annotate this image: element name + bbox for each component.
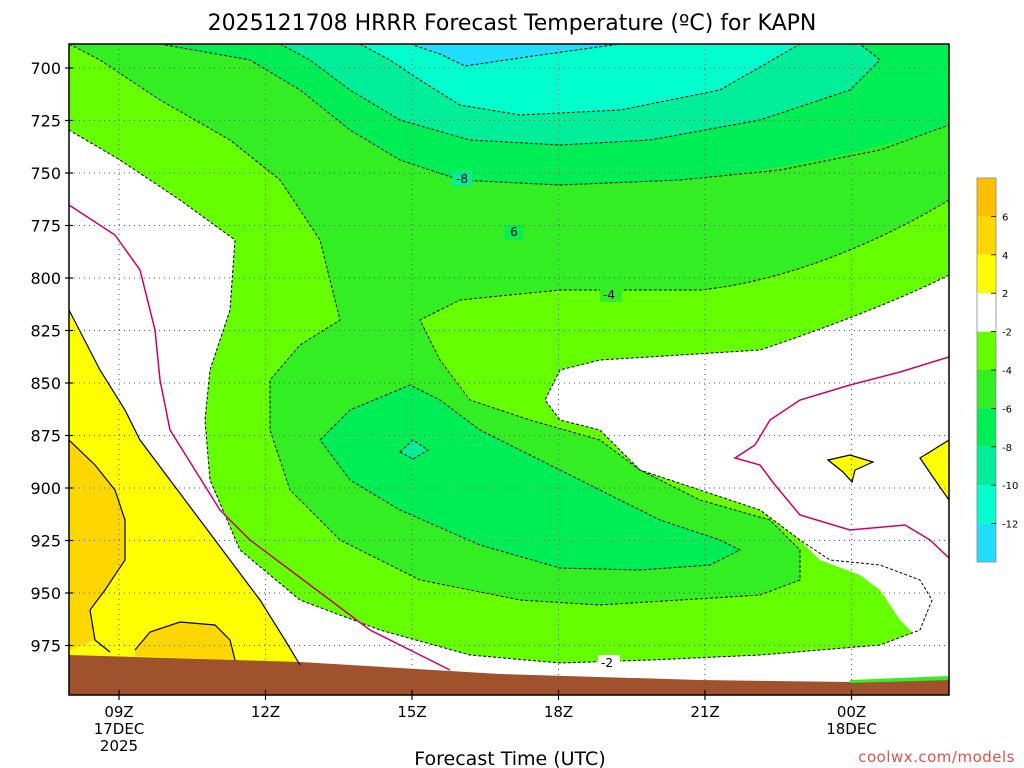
contour-line	[69, 44, 949, 606]
colorbar-swatch	[977, 408, 996, 447]
contour-line	[409, 44, 621, 67]
colorbar: 6 4 2 -2 -4 -6 -8 -10 -12	[976, 177, 1018, 563]
y-tick-label: 825	[30, 322, 61, 341]
contour-line	[359, 44, 801, 116]
y-tick-label: 925	[30, 532, 61, 551]
colorbar-swatch	[977, 293, 996, 332]
y-tick-label: 800	[30, 269, 61, 288]
y-tick-label: 900	[30, 479, 61, 498]
contour-line	[279, 44, 881, 146]
colorbar-label: -8	[1002, 443, 1012, 454]
x-tick-date: 18DEC	[826, 720, 877, 738]
band-0-2-edge	[920, 440, 949, 500]
y-tick-label: 950	[30, 584, 61, 603]
contour-line	[69, 129, 949, 664]
colorbar-label: 4	[1002, 251, 1008, 262]
band-m8-m6-low	[320, 385, 740, 570]
colorbar-label: -10	[1002, 481, 1018, 492]
y-tick-label: 775	[30, 217, 61, 236]
y-tick-label: 725	[30, 112, 61, 131]
contour-line	[69, 309, 301, 666]
contour-labels: -8 6 -4 -2	[452, 171, 622, 670]
band-pocket	[400, 440, 428, 459]
contour-line	[826, 454, 875, 484]
y-tick-label: 975	[30, 637, 61, 656]
band-below-m12	[410, 44, 620, 66]
zero-isotherm	[733, 356, 949, 559]
colorbar-label: -12	[1002, 520, 1018, 531]
colorbar-label: -4	[1002, 366, 1012, 377]
band-2-4	[69, 440, 125, 650]
x-tick-label: 21Z	[690, 703, 719, 721]
colorbar-label: -2	[1002, 328, 1012, 339]
colorbar-swatch	[977, 331, 996, 370]
colorbar-swatch	[977, 485, 996, 524]
x-tick-label: 12Z	[251, 703, 280, 721]
contour-label: -8	[456, 172, 468, 186]
y-tick-label: 850	[30, 374, 61, 393]
band-0-2-right	[828, 455, 873, 482]
colorbar-swatch	[977, 523, 996, 562]
band-2-4-b	[135, 622, 235, 660]
band-0-2	[69, 310, 300, 665]
x-tick-label: 00Z	[837, 703, 866, 721]
contour-line	[919, 439, 949, 501]
colorbar-swatch	[977, 370, 996, 409]
ground	[69, 655, 949, 695]
colorbar-swatch	[977, 254, 996, 294]
x-tick-date: 17DEC	[94, 720, 145, 738]
grid	[69, 44, 949, 695]
contour-line	[399, 439, 429, 460]
contour-line	[69, 439, 126, 653]
band-m6-m4	[69, 44, 949, 605]
contour-label: 6	[510, 225, 518, 239]
y-tick-label: 700	[30, 59, 61, 78]
contour-label: -4	[603, 288, 615, 302]
credit-text: coolwx.com/models	[858, 748, 1015, 766]
x-tick-label: 15Z	[397, 703, 426, 721]
band-white-right	[548, 280, 949, 650]
y-tick-label: 875	[30, 427, 61, 446]
contour-lines	[69, 44, 949, 671]
zero-isotherm	[69, 204, 451, 671]
colorbar-swatch	[977, 446, 996, 486]
colorbar-swatch	[977, 178, 996, 217]
contour-label: -2	[601, 656, 613, 670]
contour-line	[319, 384, 742, 571]
x-tick-label: 18Z	[544, 703, 573, 721]
colorbar-label: 6	[1002, 212, 1008, 223]
colorbar-label: -6	[1002, 404, 1012, 415]
y-axis: 700 725 750 775 800 825 850 875 900 925 950 975	[30, 59, 73, 656]
ground-green-edge	[850, 676, 949, 683]
x-tick-year: 2025	[100, 737, 138, 755]
x-tick-label: 09Z	[104, 703, 133, 721]
colorbar-label: 2	[1002, 289, 1008, 300]
y-tick-label: 750	[30, 164, 61, 183]
contour-line	[134, 621, 236, 661]
x-axis-label: Forecast Time (UTC)	[414, 748, 605, 768]
colorbar-swatch	[977, 216, 996, 255]
chart-title: 2025121708 HRRR Forecast Temperature (ºC…	[208, 11, 817, 36]
contour-fills	[69, 44, 949, 695]
plot-frame	[68, 43, 950, 696]
